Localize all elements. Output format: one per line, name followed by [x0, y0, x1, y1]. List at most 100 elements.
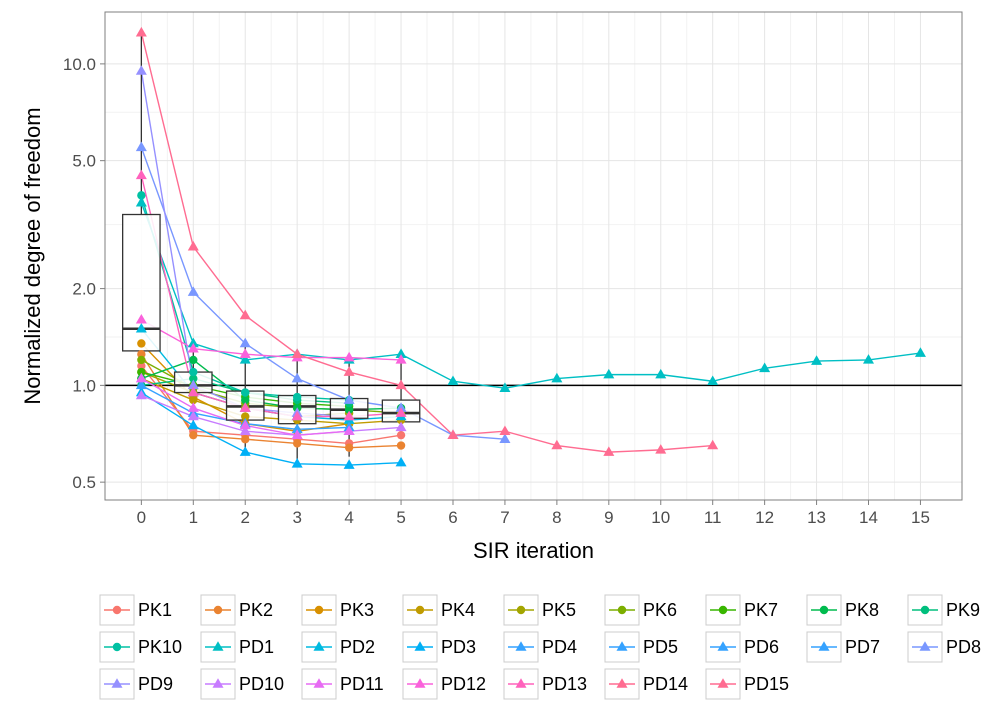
legend-item-pk8: PK8 [806, 594, 879, 626]
legend-label: PD8 [946, 637, 981, 657]
legend-key-triangle [313, 678, 325, 688]
point-pd1 [239, 354, 251, 364]
point-pd11 [603, 446, 615, 456]
legend-key-circle [718, 605, 728, 615]
point-pd1 [811, 355, 823, 365]
legend-key-triangle [414, 641, 426, 651]
legend-label: PD7 [845, 637, 880, 657]
point-pd5 [239, 337, 251, 348]
plot-border [104, 11, 963, 501]
grid-major [105, 12, 962, 500]
x-tick-label: 10 [651, 508, 670, 527]
point-pd1 [914, 347, 926, 357]
series-line-pd7 [141, 394, 402, 436]
legend-item-pd7: PD7 [806, 631, 880, 663]
point-pk10 [137, 191, 146, 200]
legend: PK1 PK2 PK3 PK4 PK5 PK6 PK7 PK8 PK9 PK10 PD1 PD2 PD3… [99, 594, 981, 700]
point-pd11 [343, 366, 355, 376]
legend-label: PK3 [340, 600, 374, 620]
point-pd3 [395, 456, 407, 467]
legend-item-pd11: PD11 [301, 668, 384, 700]
legend-label: PK4 [441, 600, 475, 620]
series-line-pd5 [140, 147, 505, 440]
point-pd8 [187, 402, 199, 412]
legend-label: PD12 [441, 674, 486, 694]
point-pd1 [187, 337, 199, 348]
legend-item-pd14: PD14 [604, 668, 688, 700]
legend-item-pk7: PK7 [705, 594, 778, 626]
legend-item-pk5: PK5 [503, 594, 576, 626]
point-pd1 [603, 368, 615, 379]
series-line-pk4 [141, 377, 402, 425]
legend-label: PK7 [744, 600, 778, 620]
point-pk4 [241, 412, 250, 421]
point-pk10 [241, 388, 250, 397]
legend-label: PD9 [138, 674, 173, 694]
x-axis-title: SIR iteration [473, 538, 594, 563]
legend-item-pd3: PD3 [402, 631, 476, 663]
legend-item-pd12: PD12 [402, 668, 486, 700]
point-pd9 [135, 313, 147, 324]
legend-item-pk9: PK9 [907, 594, 980, 626]
series-line-pd11 [140, 32, 713, 453]
legend-label: PK9 [946, 600, 980, 620]
legend-item-pd13: PD13 [503, 668, 587, 700]
point-pd10 [187, 386, 199, 397]
legend-item-pd15: PD15 [705, 668, 789, 700]
legend-item-pk1: PK1 [99, 594, 172, 626]
legend-item-pd5: PD5 [604, 631, 678, 663]
point-pk4 [189, 395, 198, 405]
point-pd2 [135, 322, 147, 333]
legend-item-pd4: PD4 [503, 631, 577, 663]
legend-label: PD6 [744, 637, 779, 657]
legend-key-circle [415, 605, 425, 615]
x-tick-label: 7 [500, 508, 509, 527]
point-pd11 [551, 439, 563, 450]
legend-item-pk10: PK10 [99, 631, 182, 663]
point-pd10 [343, 410, 355, 421]
x-tick-label: 15 [911, 508, 930, 527]
y-tick-label: 10.0 [63, 55, 96, 74]
legend-label: PD11 [340, 674, 384, 694]
point-pd1 [707, 375, 719, 386]
point-pd5 [291, 372, 303, 383]
legend-key-triangle [717, 641, 729, 651]
legend-key-triangle [313, 641, 325, 651]
point-pd11 [135, 26, 147, 37]
legend-label: PK5 [542, 600, 576, 620]
point-pd3 [239, 446, 251, 456]
point-pd10 [239, 402, 251, 412]
point-pk3 [137, 339, 146, 348]
point-pd7 [187, 410, 199, 421]
point-pk2 [189, 430, 198, 440]
point-pk8 [189, 355, 198, 365]
legend-label: PD4 [542, 637, 577, 657]
plot-panel [105, 12, 962, 500]
x-tick-label: 2 [241, 508, 250, 527]
legend-key-circle [516, 605, 526, 615]
point-pd6 [187, 379, 199, 390]
point-pd5 [187, 286, 199, 296]
legend-key-circle [112, 605, 122, 615]
point-pd5 [499, 433, 511, 443]
point-pd11 [395, 379, 407, 390]
legend-key-circle [213, 605, 223, 615]
x-tick-label: 1 [189, 508, 198, 527]
point-pd9 [239, 348, 251, 358]
legend-label: PK10 [138, 637, 182, 657]
legend-label: PD14 [643, 674, 688, 694]
point-pd11 [655, 444, 667, 454]
legend-label: PD2 [340, 637, 375, 657]
point-pd10 [395, 407, 407, 417]
point-pd11 [187, 240, 199, 251]
x-tick-label: 11 [704, 508, 722, 527]
legend-item-pd1: PD1 [200, 631, 274, 663]
point-pd9 [343, 351, 355, 362]
legend-key-triangle [111, 678, 123, 688]
legend-key-triangle [212, 678, 224, 688]
legend-key-circle [920, 605, 930, 615]
x-tick-label: 0 [137, 508, 146, 527]
legend-label: PD3 [441, 637, 476, 657]
point-pd7 [395, 421, 407, 432]
legend-item-pd6: PD6 [705, 631, 779, 663]
